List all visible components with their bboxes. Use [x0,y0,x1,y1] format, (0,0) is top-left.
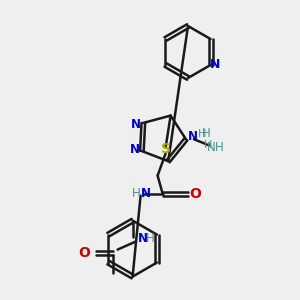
Text: N: N [141,187,151,200]
Text: N: N [138,232,148,245]
Text: H: H [202,127,210,140]
Text: H: H [204,140,212,150]
Text: N: N [207,141,215,154]
Text: O: O [190,187,202,201]
Text: H: H [146,232,155,245]
Text: O: O [79,246,91,260]
Text: H: H [198,129,206,139]
Text: N: N [188,130,198,143]
Text: S: S [160,142,171,156]
Text: N: N [210,58,221,71]
Text: H: H [214,141,223,154]
Text: H: H [132,187,141,200]
Text: N: N [131,118,141,131]
Text: N: N [130,142,140,156]
